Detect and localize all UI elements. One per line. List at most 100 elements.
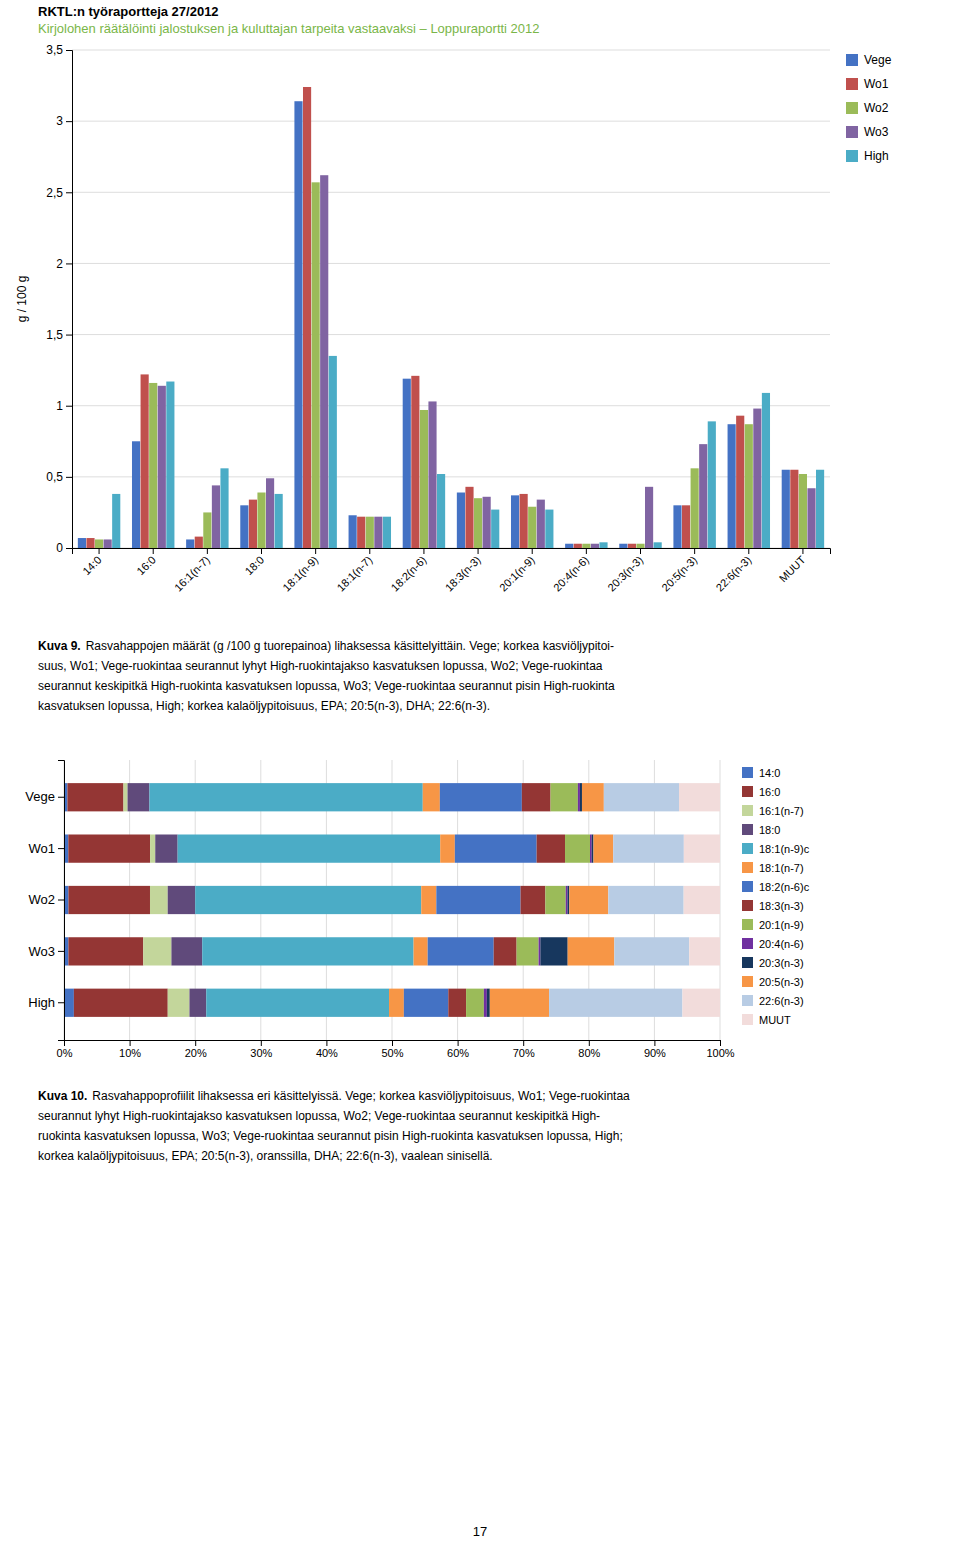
bar xyxy=(628,544,636,548)
tick-label: 18:1(n-9) xyxy=(280,554,320,594)
tick-mark xyxy=(458,1040,459,1046)
bar xyxy=(357,517,365,548)
series xyxy=(67,783,167,1017)
tick: Vege xyxy=(25,789,64,804)
tick-mark xyxy=(66,50,72,51)
tick: High xyxy=(28,995,64,1010)
tick-label: 16:0 xyxy=(134,554,158,578)
bar xyxy=(608,886,683,914)
legend-item: 16:1(n-7) xyxy=(742,805,804,817)
tick-label: 80% xyxy=(578,1047,600,1059)
legend-swatch xyxy=(846,126,858,138)
bar xyxy=(522,783,551,811)
bar xyxy=(736,416,744,548)
bars xyxy=(64,783,720,1017)
bar xyxy=(490,989,549,1017)
bar xyxy=(474,498,482,548)
bar xyxy=(141,374,149,548)
bar xyxy=(549,989,682,1017)
legend-swatch xyxy=(742,995,753,1006)
tick: 20:3(n-3) xyxy=(605,548,645,594)
bar xyxy=(428,937,494,965)
bar xyxy=(619,544,627,548)
page-container: RKTL:n työraportteja 27/2012Kirjolohen r… xyxy=(0,0,960,1556)
legend-swatch xyxy=(742,843,753,854)
tick-label: 22:6(n-3) xyxy=(713,554,753,594)
bar xyxy=(593,834,613,862)
tick-label: 18:0 xyxy=(243,554,267,578)
tick-mark xyxy=(369,548,370,554)
legend-label: Vege xyxy=(864,53,892,67)
bar xyxy=(220,468,228,548)
bar xyxy=(590,834,592,862)
series xyxy=(112,356,824,548)
bar xyxy=(150,834,155,862)
tick-mark xyxy=(802,548,803,554)
bar xyxy=(149,783,422,811)
tick-label: 0% xyxy=(57,1047,73,1059)
tick: 80% xyxy=(578,1040,600,1059)
tick-label: 90% xyxy=(644,1047,666,1059)
tick-label: High xyxy=(28,995,55,1010)
legend-item: Wo2 xyxy=(846,101,889,115)
bar xyxy=(414,937,428,965)
legend-swatch xyxy=(742,938,753,949)
bar xyxy=(708,421,716,548)
legend-swatch xyxy=(846,78,858,90)
axis-line xyxy=(66,51,73,549)
legend-swatch xyxy=(742,767,753,778)
bar xyxy=(312,182,320,548)
bar xyxy=(483,497,491,548)
legend-item: Wo3 xyxy=(846,125,889,139)
bar xyxy=(762,393,770,548)
grid-line xyxy=(72,334,830,335)
bar xyxy=(613,834,684,862)
tick-mark xyxy=(195,1040,196,1046)
series xyxy=(549,783,689,1017)
bar xyxy=(528,507,536,548)
tick-label: 0,5 xyxy=(46,470,63,484)
legend-swatch xyxy=(742,824,753,835)
tick-label: 1 xyxy=(56,399,63,413)
bar xyxy=(654,542,662,548)
bar xyxy=(158,386,166,548)
series xyxy=(78,101,790,548)
bar xyxy=(455,834,537,862)
legend-item: 18:1(n-9)c xyxy=(742,843,810,855)
legend-item: 22:6(n-3) xyxy=(742,995,804,1007)
legend-label: 16:0 xyxy=(759,786,780,798)
legend-item: High xyxy=(846,149,889,163)
bar xyxy=(420,410,428,548)
axis: 00,511,522,533,5 xyxy=(46,43,72,555)
tick-label: 20:5(n-3) xyxy=(659,554,699,594)
caption-text: korkea kalaöljypitoisuus, EPA; 20:5(n-3)… xyxy=(38,1149,493,1163)
tick-mark xyxy=(315,548,316,554)
tick-label: 3,5 xyxy=(46,43,63,57)
tick-label: Vege xyxy=(25,789,55,804)
grid-line xyxy=(72,50,830,51)
tick: 90% xyxy=(644,1040,666,1059)
bar xyxy=(484,989,487,1017)
tick-label: 100% xyxy=(706,1047,734,1059)
legend-item: 18:2(n-6)c xyxy=(742,881,810,893)
bar xyxy=(112,494,120,548)
legend-label: 18:2(n-6)c xyxy=(759,881,810,893)
bar xyxy=(303,87,311,548)
series xyxy=(95,182,807,548)
tick: 3 xyxy=(56,114,72,128)
legend-label: 14:0 xyxy=(759,767,780,779)
bar xyxy=(257,493,265,548)
caption-label: Kuva 9. xyxy=(38,639,81,653)
bar xyxy=(673,505,681,548)
header: Kirjolohen räätälöinti jalostuksen ja ku… xyxy=(38,21,540,36)
bars xyxy=(78,87,824,548)
bar xyxy=(275,494,283,548)
bar xyxy=(403,379,411,548)
bar xyxy=(64,989,74,1017)
tick-label: 14:0 xyxy=(80,554,104,578)
tick: 18:1(n-9) xyxy=(280,548,320,594)
tick-mark xyxy=(523,1040,524,1046)
legend-item: Vege xyxy=(846,53,892,67)
axis-line xyxy=(58,761,65,1041)
bar xyxy=(67,783,123,811)
